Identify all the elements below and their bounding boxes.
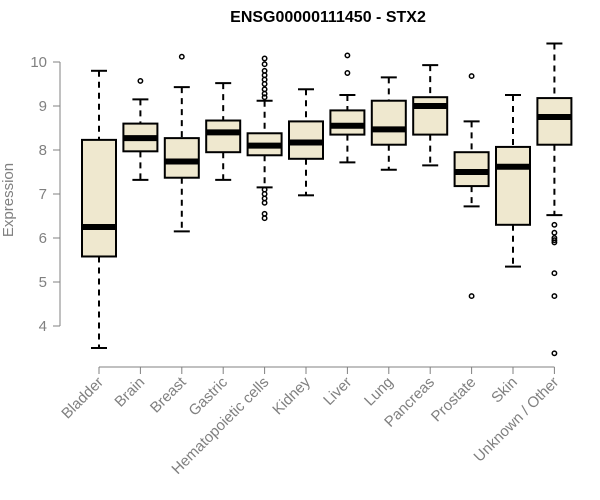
outlier-point bbox=[137, 77, 144, 84]
outlier-point bbox=[178, 53, 185, 60]
y-tick-label: 4 bbox=[39, 318, 47, 335]
outlier-point bbox=[261, 90, 268, 97]
box-skin bbox=[495, 94, 531, 268]
outlier-point bbox=[261, 81, 268, 87]
box-pancreas bbox=[412, 64, 449, 167]
y-tick-label: 7 bbox=[39, 186, 47, 203]
iqr-box bbox=[495, 145, 531, 226]
box-kidney bbox=[288, 88, 324, 197]
y-axis: 4 5 6 7 8 9 10 bbox=[30, 54, 61, 335]
iqr-box bbox=[412, 96, 449, 136]
outlier-point bbox=[468, 293, 475, 300]
iqr-box bbox=[536, 97, 573, 146]
y-axis-label: Expression bbox=[0, 163, 17, 237]
x-tick-label: Brain bbox=[111, 374, 148, 411]
outlier-point bbox=[261, 215, 268, 222]
box-hematopoietic-cells bbox=[246, 55, 283, 222]
y-tick-label: 8 bbox=[39, 142, 47, 159]
outlier-point bbox=[261, 199, 268, 206]
y-tick-label: 9 bbox=[39, 98, 47, 115]
iqr-box bbox=[205, 119, 242, 154]
y-tick-label: 6 bbox=[39, 230, 47, 247]
box-liver bbox=[329, 52, 366, 164]
x-tick-label: Liver bbox=[320, 374, 355, 409]
x-tick-label: Skin bbox=[488, 374, 521, 407]
box-brain bbox=[122, 77, 159, 181]
outlier-point bbox=[261, 94, 268, 101]
outlier-point bbox=[551, 221, 558, 228]
outlier-point bbox=[344, 70, 351, 76]
outlier-point bbox=[551, 239, 558, 246]
outlier-point bbox=[551, 350, 558, 357]
box-prostate bbox=[453, 73, 490, 300]
box-unknown-other bbox=[536, 42, 573, 357]
x-tick-label: Bladder bbox=[58, 374, 107, 423]
outlier-point bbox=[551, 270, 558, 277]
iqr-box bbox=[370, 99, 407, 146]
outlier-point bbox=[551, 293, 558, 300]
outlier-point bbox=[551, 229, 558, 236]
box-breast bbox=[163, 53, 200, 233]
iqr-box bbox=[329, 109, 366, 136]
box-bladder bbox=[81, 69, 117, 349]
y-tick-label: 10 bbox=[30, 54, 47, 71]
x-tick-label: Breast bbox=[147, 373, 190, 416]
outlier-point bbox=[344, 52, 351, 59]
box-gastric bbox=[205, 82, 242, 181]
iqr-box bbox=[81, 138, 117, 258]
y-tick-label: 5 bbox=[39, 274, 47, 291]
boxes-group bbox=[81, 42, 573, 357]
outlier-point bbox=[261, 61, 268, 68]
chart-title: ENSG00000111450 - STX2 bbox=[230, 9, 426, 26]
outlier-point bbox=[551, 237, 558, 244]
x-tick-label: Prostate bbox=[428, 374, 480, 426]
outlier-point bbox=[468, 73, 475, 80]
outlier-point bbox=[261, 55, 268, 62]
iqr-box bbox=[163, 137, 200, 179]
x-tick-label: Lung bbox=[361, 374, 397, 410]
box-lung bbox=[370, 76, 407, 171]
x-tick-label: Kidney bbox=[269, 373, 314, 418]
